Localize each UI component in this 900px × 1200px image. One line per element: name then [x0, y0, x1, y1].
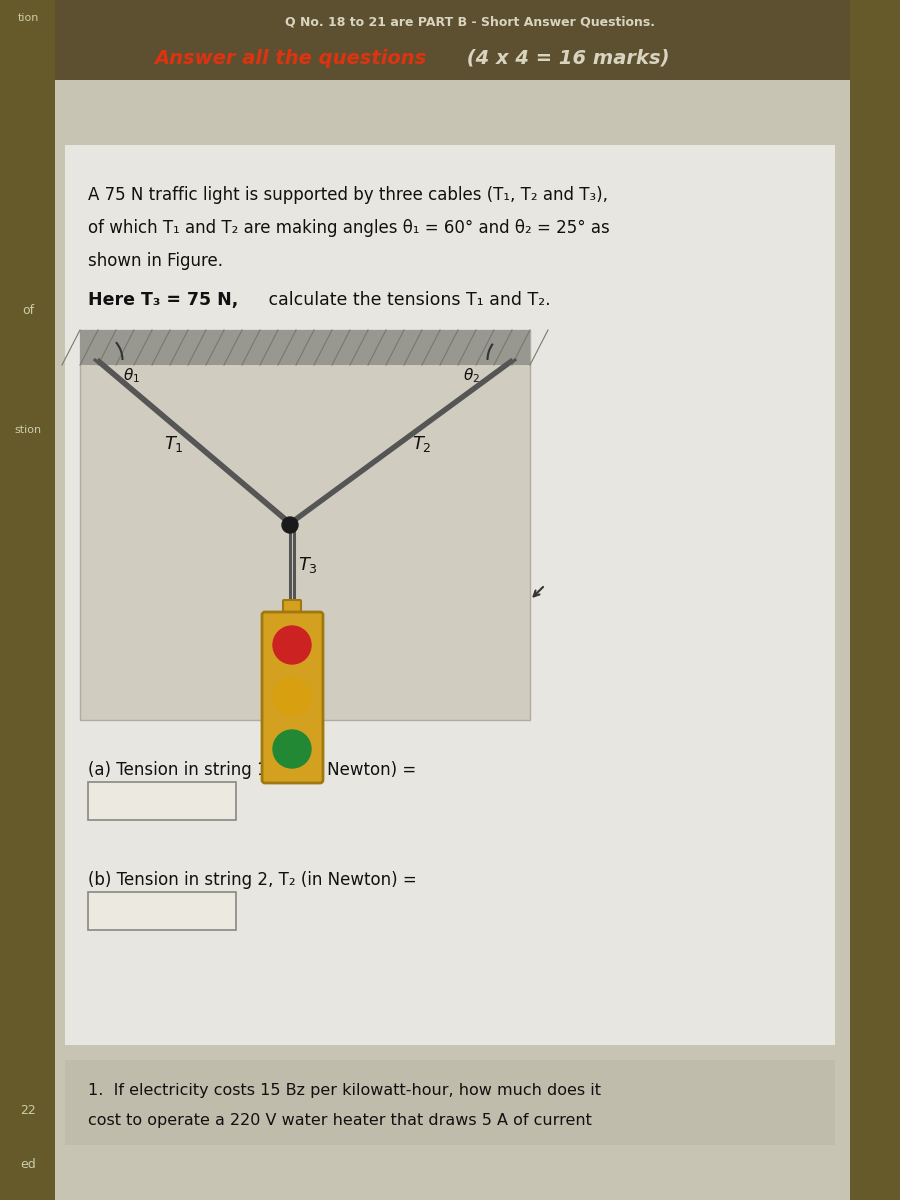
Text: shown in Figure.: shown in Figure. [88, 252, 223, 270]
Text: (a) Tension in string 1, T₁ (in Newton) =: (a) Tension in string 1, T₁ (in Newton) … [88, 761, 416, 779]
FancyBboxPatch shape [80, 330, 530, 365]
FancyBboxPatch shape [55, 80, 850, 1200]
Circle shape [273, 678, 311, 716]
FancyBboxPatch shape [80, 330, 530, 720]
Circle shape [273, 626, 311, 664]
Text: cost to operate a 220 V water heater that draws 5 A of current: cost to operate a 220 V water heater tha… [88, 1112, 592, 1128]
Text: of: of [22, 304, 34, 317]
Text: (4 x 4 = 16 marks): (4 x 4 = 16 marks) [460, 48, 670, 67]
Text: tion: tion [17, 13, 39, 23]
FancyBboxPatch shape [88, 782, 236, 820]
Text: $T_2$: $T_2$ [412, 433, 432, 454]
Text: calculate the tensions T₁ and T₂.: calculate the tensions T₁ and T₂. [263, 290, 551, 308]
FancyBboxPatch shape [0, 0, 55, 1200]
Text: (b) Tension in string 2, T₂ (in Newton) =: (b) Tension in string 2, T₂ (in Newton) … [88, 871, 417, 889]
Text: stion: stion [14, 425, 41, 434]
Text: Answer all the questions: Answer all the questions [154, 48, 426, 67]
FancyBboxPatch shape [283, 600, 301, 616]
Text: Here T₃ = 75 N,: Here T₃ = 75 N, [88, 290, 238, 308]
Text: 1.  If electricity costs 15 Bz per kilowatt-hour, how much does it: 1. If electricity costs 15 Bz per kilowa… [88, 1082, 601, 1098]
Text: of which T₁ and T₂ are making angles θ₁ = 60° and θ₂ = 25° as: of which T₁ and T₂ are making angles θ₁ … [88, 218, 610, 236]
FancyBboxPatch shape [0, 0, 900, 80]
Text: 22: 22 [20, 1104, 36, 1116]
Text: $T_3$: $T_3$ [298, 554, 318, 575]
Text: $\theta_1$: $\theta_1$ [123, 366, 140, 385]
FancyBboxPatch shape [262, 612, 323, 782]
Text: $T_1$: $T_1$ [165, 433, 184, 454]
FancyBboxPatch shape [850, 0, 900, 1200]
FancyBboxPatch shape [65, 145, 835, 1045]
Text: ed: ed [20, 1158, 36, 1171]
Circle shape [282, 517, 298, 533]
FancyBboxPatch shape [65, 1060, 835, 1145]
Circle shape [273, 730, 311, 768]
Text: $\theta_2$: $\theta_2$ [463, 366, 480, 385]
FancyBboxPatch shape [88, 892, 236, 930]
Text: Q No. 18 to 21 are PART B - Short Answer Questions.: Q No. 18 to 21 are PART B - Short Answer… [285, 16, 655, 29]
Text: A 75 N traffic light is supported by three cables (T₁, T₂ and T₃),: A 75 N traffic light is supported by thr… [88, 186, 608, 204]
